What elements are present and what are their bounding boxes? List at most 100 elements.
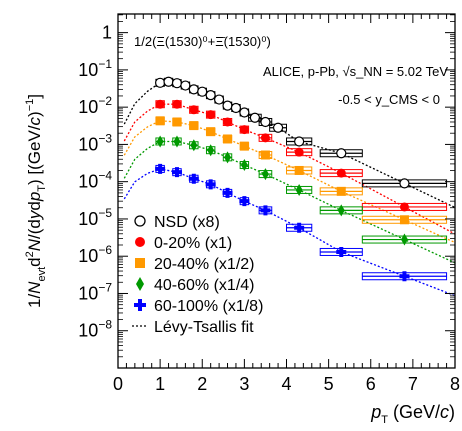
data-point [206, 127, 216, 137]
particle-annotation: 1/2(Ξ(1530)⁰+Ξ̄(1530)⁰) [134, 34, 271, 49]
data-point [249, 112, 261, 123]
axis-labels: 0 1 2 3 4 5 6 7 8 10−8 10−7 10−6 10−5 10−4 10−3 10−2 10−… [24, 23, 460, 426]
y-tick-label: 10−8 [78, 318, 112, 341]
data-point [399, 215, 409, 225]
data-point [214, 94, 225, 105]
x-axis-title: pT (GeV/c) [370, 402, 455, 426]
fit-curve [123, 81, 456, 209]
data-point [336, 246, 347, 257]
y-tick-label: 10−3 [78, 131, 112, 154]
series-2 [155, 116, 448, 225]
data-point [155, 99, 165, 109]
data-point [260, 133, 270, 143]
x-tick-label: 4 [281, 374, 291, 394]
data-point [224, 151, 232, 164]
data-point [336, 186, 346, 196]
y-tick-label: 1 [102, 23, 112, 43]
data-point [180, 80, 191, 91]
data-point [239, 107, 250, 118]
legend-marker [135, 258, 145, 268]
data-point [294, 136, 305, 147]
data-point [205, 90, 216, 101]
data-point [399, 271, 410, 282]
data-point [336, 168, 346, 178]
annotations: 1/2(Ξ(1530)⁰+Ξ̄(1530)⁰) ALICE, p-Pb, √s_… [134, 34, 448, 107]
series-4 [155, 163, 448, 282]
y-tick-label: 10−2 [78, 94, 112, 117]
data-point [222, 100, 233, 111]
legend-label: 0-20% (x1) [154, 235, 232, 252]
y-tick-label: 10−6 [78, 243, 112, 266]
data-point [260, 116, 271, 128]
data-point [155, 116, 165, 126]
x-tick-label: 5 [324, 374, 334, 394]
x-tick-label: 6 [366, 374, 376, 394]
data-point [197, 86, 208, 97]
y-axis-title: 1/Nevtd2N/(dydpT) [(GeV/c)−1] [24, 94, 48, 308]
data-point [206, 110, 216, 120]
x-tick-label: 1 [155, 374, 165, 394]
rapidity-annotation: -0.5 < y_CMS < 0 [338, 92, 440, 107]
data-point [294, 165, 304, 175]
data-point [223, 134, 233, 144]
data-point [163, 76, 174, 87]
data-point [399, 178, 410, 189]
y-tick-label: 10−7 [78, 280, 112, 303]
data-point [207, 144, 215, 157]
data-point [294, 147, 304, 157]
series-1 [155, 99, 448, 212]
data-point [188, 84, 199, 95]
y-tick-label: 10−5 [78, 206, 112, 229]
x-tick-label: 3 [239, 374, 249, 394]
legend-label: NSD (x8) [154, 214, 220, 231]
data-point [171, 78, 183, 89]
data-point [400, 233, 408, 246]
data-point [239, 196, 250, 207]
data-point [205, 179, 216, 190]
legend-marker [135, 237, 145, 247]
data-point [336, 148, 347, 159]
data-point [230, 102, 242, 114]
legend-label: 40-60% (x1/4) [154, 277, 255, 294]
data-point [295, 183, 303, 196]
data-point [190, 139, 198, 152]
series-3 [155, 135, 448, 246]
series-0 [155, 76, 448, 189]
legend-label: 60-100% (x1/8) [154, 298, 263, 315]
x-tick-label: 7 [408, 374, 418, 394]
data-point [155, 77, 166, 88]
x-tick-label: 2 [197, 374, 207, 394]
data-point [173, 135, 181, 148]
data-point [223, 117, 233, 127]
data-point [222, 187, 233, 198]
data-point [337, 204, 345, 217]
data-point [399, 202, 409, 212]
data-point [172, 117, 182, 127]
series-layer [155, 76, 448, 282]
data-point [189, 121, 199, 131]
legend-marker [136, 277, 144, 291]
data-point [272, 122, 284, 133]
data-point [261, 168, 269, 181]
data-point [155, 163, 166, 174]
legend: NSD (x8) 0-20% (x1) 20-40% (x1/2) 40-60% (x… [132, 214, 263, 336]
data-point [189, 105, 199, 115]
data-point [239, 141, 249, 151]
data-point [156, 135, 164, 148]
axis-ticks [117, 14, 456, 369]
data-point [172, 99, 182, 109]
data-point [171, 167, 182, 178]
legend-label: 20-40% (x1/2) [154, 256, 255, 273]
y-tick-label: 10−4 [78, 169, 112, 192]
data-point [294, 222, 305, 233]
x-tick-label: 8 [450, 374, 460, 394]
system-annotation: ALICE, p-Pb, √s_NN = 5.02 TeV [263, 64, 448, 79]
data-point [240, 159, 248, 172]
y-tick-label: 10−1 [78, 57, 112, 80]
data-point [239, 125, 249, 135]
x-tick-label: 0 [113, 374, 123, 394]
legend-fit-label: Lévy-Tsallis fit [154, 319, 254, 336]
data-point [260, 150, 270, 160]
